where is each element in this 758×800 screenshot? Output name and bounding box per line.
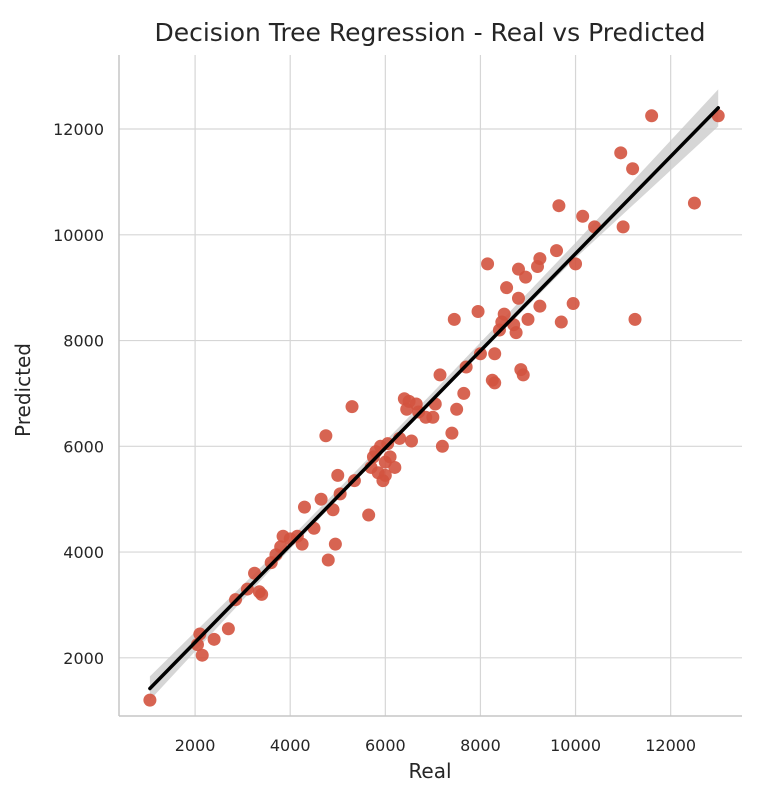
x-tick-labels: 2000 4000 6000 8000 10000 12000 [175,736,696,755]
data-point [516,368,530,382]
data-point [378,468,392,482]
data-point [193,627,207,641]
regression-line-group [148,106,720,691]
data-point [569,257,583,271]
chart-title: Decision Tree Regression - Real vs Predi… [154,18,705,47]
data-point [433,368,447,382]
data-point [497,307,511,321]
data-point [435,439,449,453]
confidence-band [149,89,719,701]
data-point [328,537,342,551]
data-point [481,257,495,271]
data-point [488,376,502,390]
data-point [509,326,523,340]
data-point [552,199,566,213]
y-tick-label: 12000 [53,120,104,139]
data-point [362,508,376,522]
data-point [533,252,547,266]
data-point [626,162,640,176]
data-point [221,622,235,636]
data-point [331,468,345,482]
data-point [450,402,464,416]
x-tick-label: 4000 [270,736,311,755]
x-tick-label: 10000 [550,736,601,755]
data-point [616,220,630,234]
data-point [645,109,659,123]
data-point [521,312,535,326]
y-tick-label: 6000 [63,437,104,456]
y-tick-label: 4000 [63,543,104,562]
data-point [488,347,502,361]
data-point [471,304,485,318]
data-point [554,315,568,329]
axes [118,55,742,717]
data-point [388,460,402,474]
data-point [511,291,525,305]
data-point [447,312,461,326]
data-point [314,492,328,506]
data-point [473,347,487,361]
y-tick-label: 8000 [63,332,104,351]
y-tick-label: 2000 [63,649,104,668]
data-point [628,312,642,326]
data-point [500,281,514,295]
data-point [321,553,335,567]
regression-line [148,106,720,691]
data-point [404,434,418,448]
data-point [519,270,533,284]
data-point [295,537,309,551]
data-point [445,426,459,440]
x-tick-label: 8000 [460,736,501,755]
data-point [319,429,333,443]
confidence-band-area [149,89,719,701]
x-tick-label: 12000 [645,736,696,755]
data-point [687,196,701,210]
data-point [195,648,209,662]
data-point [143,693,157,707]
x-tick-label: 6000 [365,736,406,755]
data-point [207,632,221,646]
data-point [533,299,547,313]
y-axis-label: Predicted [11,343,35,437]
y-tick-label: 10000 [53,226,104,245]
y-tick-labels: 2000 4000 6000 8000 10000 12000 [53,120,104,668]
data-point [566,297,580,311]
data-point [297,500,311,514]
data-point [576,209,590,223]
data-point [345,400,359,414]
x-axis-label: Real [408,759,451,783]
data-point [550,244,564,258]
x-tick-label: 2000 [175,736,216,755]
data-point [255,587,269,601]
data-point [426,410,440,424]
data-point [383,450,397,464]
data-point [457,386,471,400]
data-point [614,146,628,160]
